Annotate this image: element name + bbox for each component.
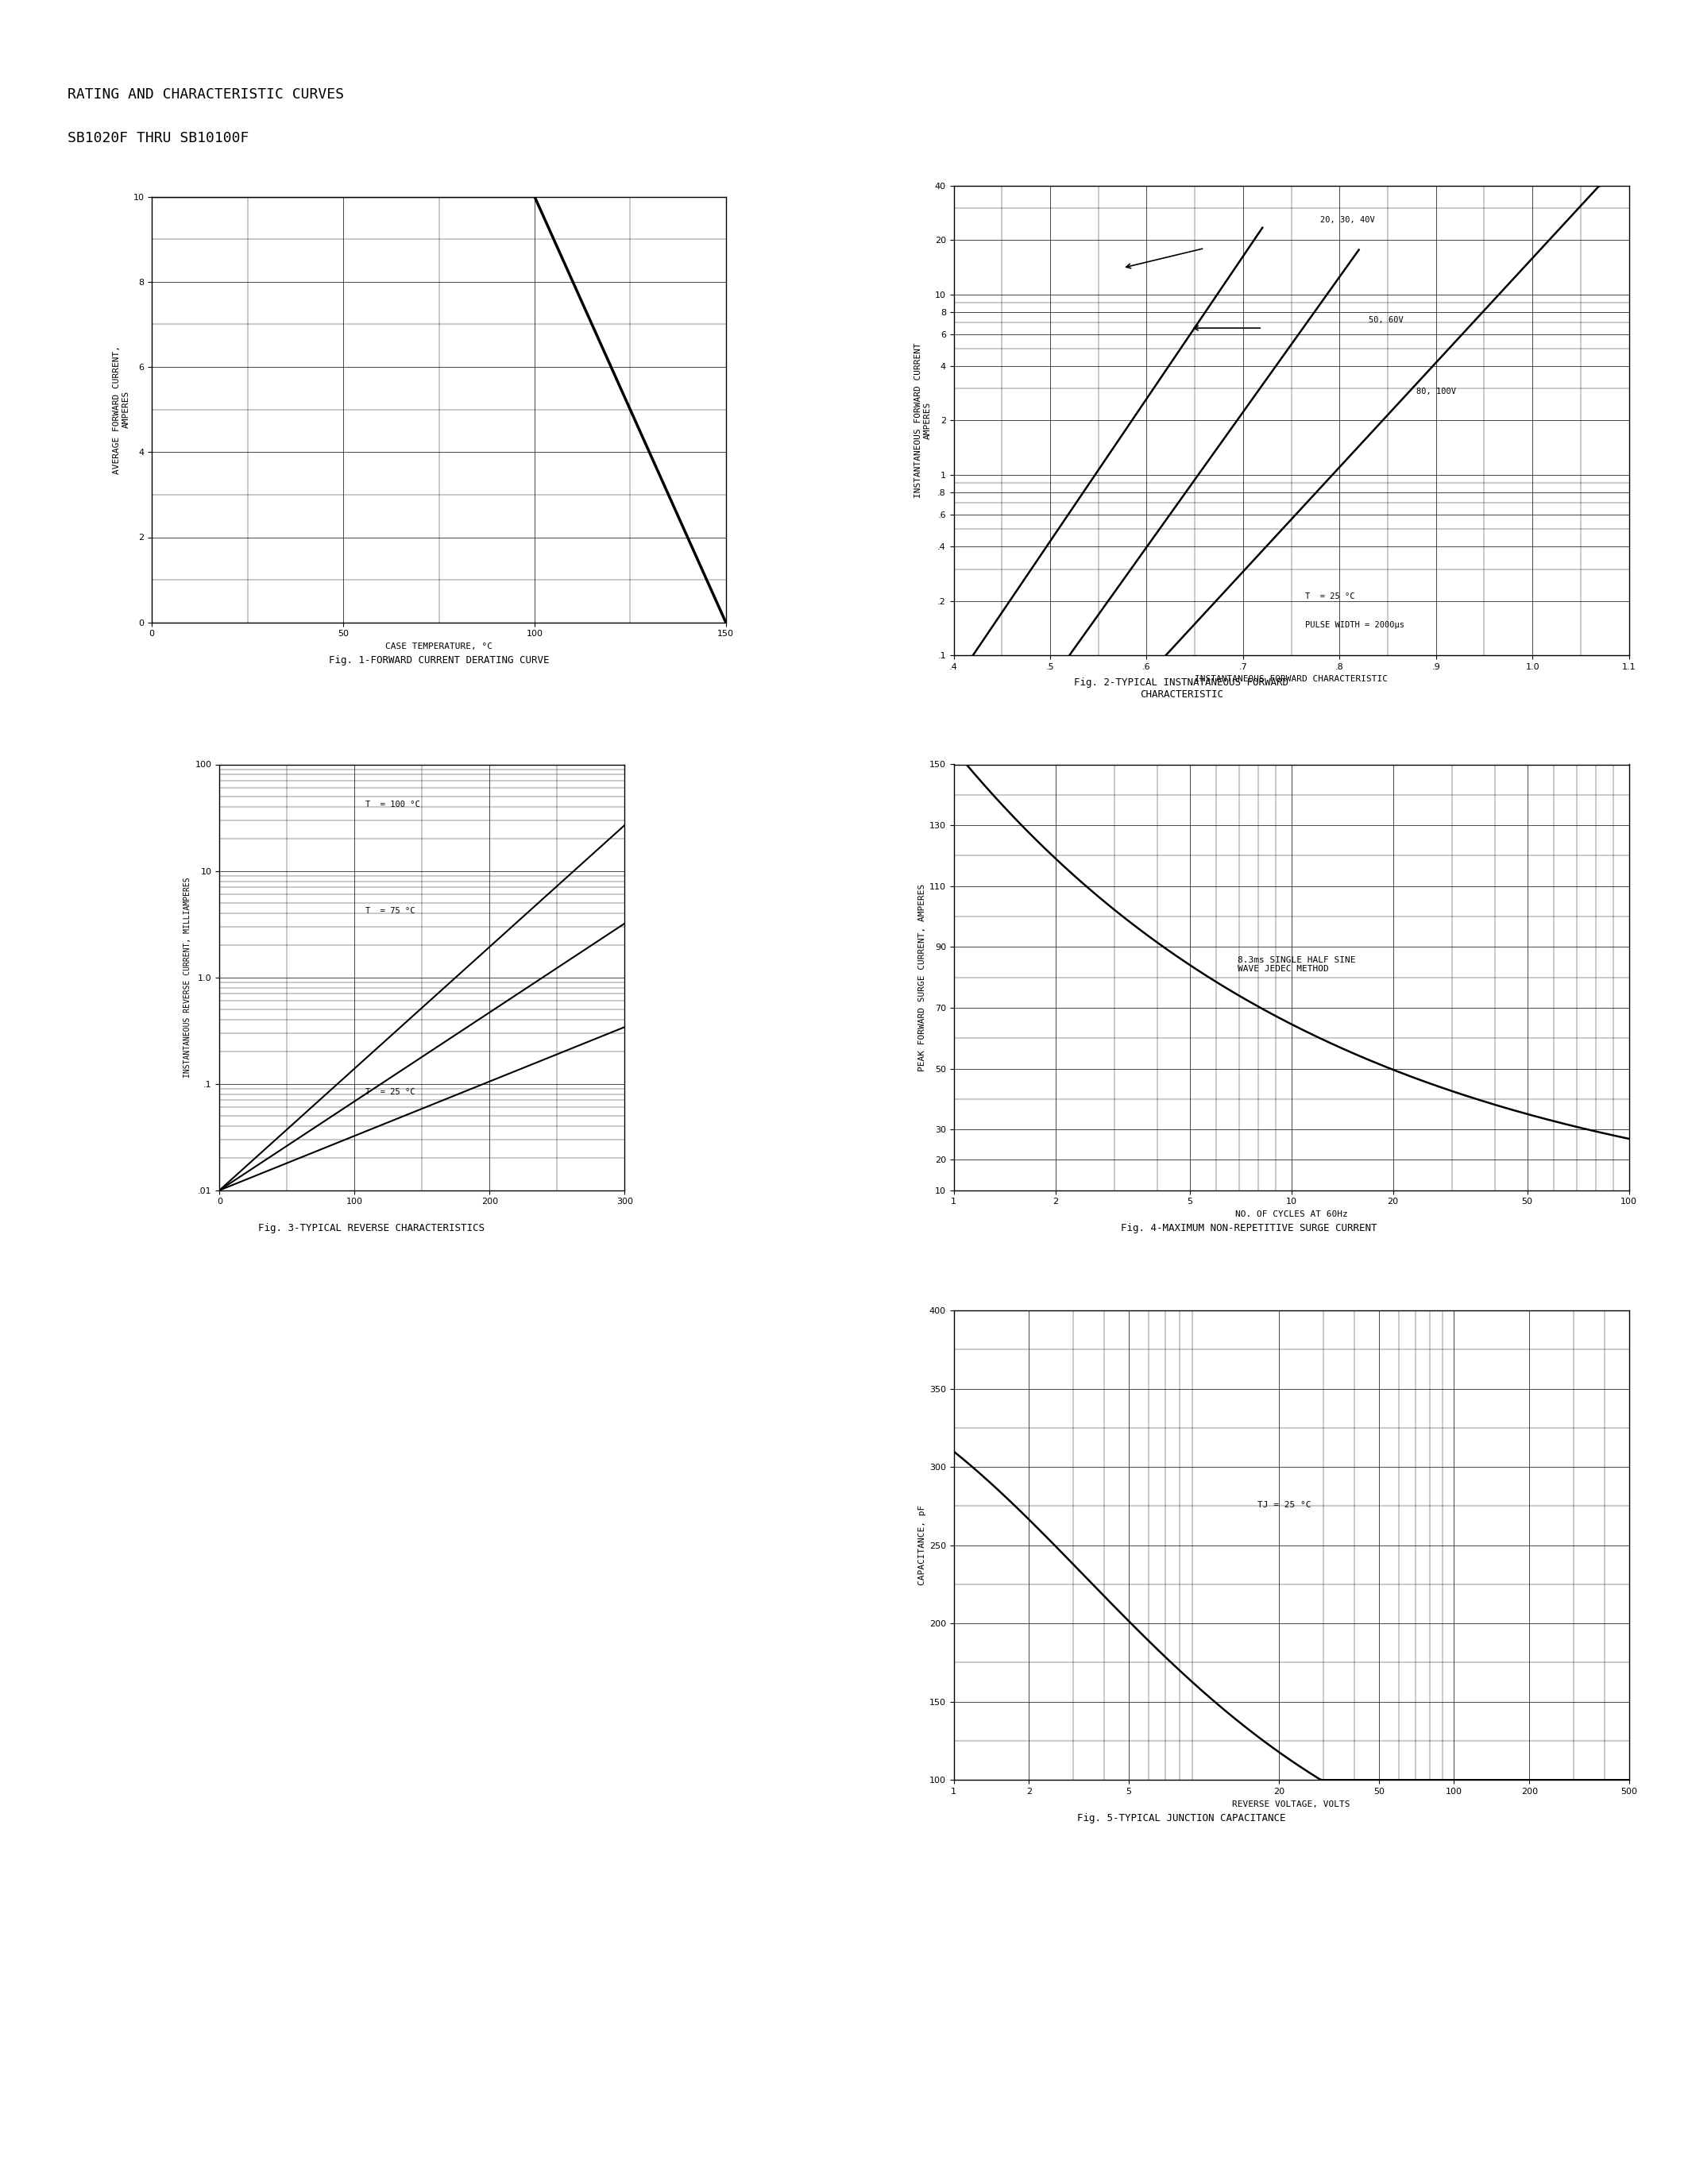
Y-axis label: AVERAGE FORWARD CURRENT,
AMPERES: AVERAGE FORWARD CURRENT, AMPERES — [113, 345, 130, 474]
Text: RATING AND CHARACTERISTIC CURVES: RATING AND CHARACTERISTIC CURVES — [68, 87, 344, 103]
Text: Fig. 1-FORWARD CURRENT DERATING CURVE: Fig. 1-FORWARD CURRENT DERATING CURVE — [329, 655, 549, 666]
X-axis label: CASE TEMPERATURE, °C: CASE TEMPERATURE, °C — [385, 642, 493, 651]
Text: Fig. 5-TYPICAL JUNCTION CAPACITANCE: Fig. 5-TYPICAL JUNCTION CAPACITANCE — [1077, 1813, 1286, 1824]
Text: T  = 25 °C: T = 25 °C — [365, 1088, 415, 1096]
Text: T  = 25 °C: T = 25 °C — [1305, 592, 1354, 601]
Text: 80, 100V: 80, 100V — [1416, 389, 1457, 395]
Text: 20, 30, 40V: 20, 30, 40V — [1320, 216, 1374, 225]
Text: TJ = 25 °C: TJ = 25 °C — [1258, 1500, 1312, 1509]
Y-axis label: INSTANTANEOUS FORWARD CURRENT
AMPERES: INSTANTANEOUS FORWARD CURRENT AMPERES — [915, 343, 932, 498]
Text: Fig. 3-TYPICAL REVERSE CHARACTERISTICS: Fig. 3-TYPICAL REVERSE CHARACTERISTICS — [258, 1223, 484, 1234]
Text: Fig. 2-TYPICAL INSTNATANEOUS FORWARD
CHARACTERISTIC: Fig. 2-TYPICAL INSTNATANEOUS FORWARD CHA… — [1074, 677, 1290, 699]
Text: PULSE WIDTH = 2000μs: PULSE WIDTH = 2000μs — [1305, 620, 1404, 629]
Text: SB1020F THRU SB10100F: SB1020F THRU SB10100F — [68, 131, 248, 146]
X-axis label: NO. OF CYCLES AT 60Hz: NO. OF CYCLES AT 60Hz — [1236, 1210, 1347, 1219]
Y-axis label: CAPACITANCE, pF: CAPACITANCE, pF — [918, 1505, 927, 1586]
Text: 8.3ms SINGLE HALF SINE
WAVE JEDEC METHOD: 8.3ms SINGLE HALF SINE WAVE JEDEC METHOD — [1237, 957, 1355, 974]
Y-axis label: PEAK FORWARD SURGE CURRENT, AMPERES: PEAK FORWARD SURGE CURRENT, AMPERES — [918, 885, 927, 1070]
Y-axis label: INSTANTANEOUS REVERSE CURRENT, MILLIAMPERES: INSTANTANEOUS REVERSE CURRENT, MILLIAMPE… — [184, 878, 192, 1077]
Text: T  = 100 °C: T = 100 °C — [365, 799, 420, 808]
X-axis label: INSTANTANEOUS FORWARD CHARACTERISTIC: INSTANTANEOUS FORWARD CHARACTERISTIC — [1195, 675, 1388, 684]
X-axis label: REVERSE VOLTAGE, VOLTS: REVERSE VOLTAGE, VOLTS — [1232, 1800, 1350, 1808]
Text: 50, 60V: 50, 60V — [1369, 317, 1403, 323]
Text: T  = 75 °C: T = 75 °C — [365, 906, 415, 915]
Text: Fig. 4-MAXIMUM NON-REPETITIVE SURGE CURRENT: Fig. 4-MAXIMUM NON-REPETITIVE SURGE CURR… — [1121, 1223, 1377, 1234]
